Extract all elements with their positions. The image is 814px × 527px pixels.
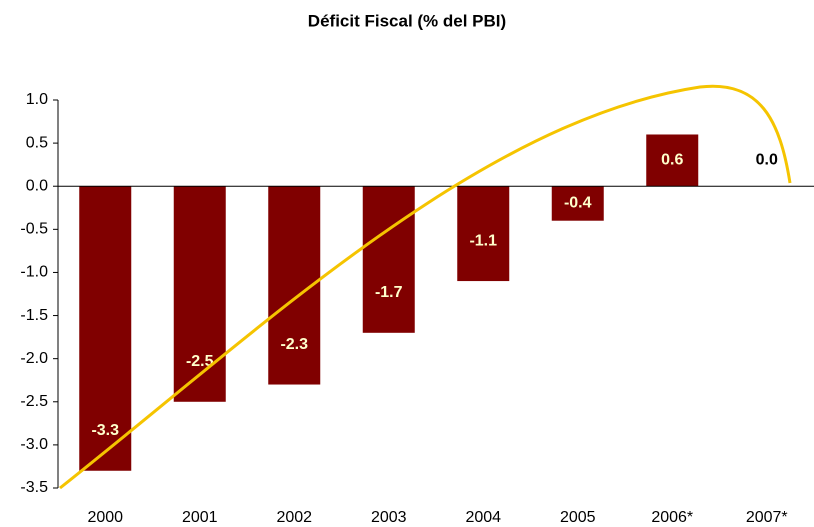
x-tick-label: 2002 bbox=[276, 509, 312, 526]
value-label: 0.0 bbox=[756, 151, 778, 168]
bar bbox=[551, 186, 604, 221]
y-tick-label: -3.0 bbox=[20, 436, 48, 453]
value-label: -2.5 bbox=[186, 353, 214, 370]
bar bbox=[173, 186, 226, 402]
bar bbox=[362, 186, 415, 333]
bar bbox=[646, 134, 699, 187]
x-tick-label: 2005 bbox=[560, 509, 596, 526]
value-label: 0.6 bbox=[661, 152, 683, 169]
chart-title: Déficit Fiscal (% del PBI) bbox=[308, 11, 506, 30]
x-tick-label: 2006* bbox=[651, 509, 693, 526]
value-label: -1.7 bbox=[375, 284, 403, 301]
y-tick-label: -1.5 bbox=[20, 307, 48, 324]
value-label: -2.3 bbox=[280, 336, 308, 353]
y-tick-label: -0.5 bbox=[20, 221, 48, 238]
y-tick-label: 0.0 bbox=[26, 177, 48, 194]
value-label: -3.3 bbox=[91, 422, 119, 439]
value-label: -0.4 bbox=[564, 195, 592, 212]
y-tick-label: 0.5 bbox=[26, 134, 48, 151]
x-tick-label: 2001 bbox=[182, 509, 218, 526]
x-tick-label: 2007* bbox=[746, 509, 788, 526]
y-tick-label: -2.0 bbox=[20, 350, 48, 367]
y-tick-label: 1.0 bbox=[26, 91, 48, 108]
value-label: -1.1 bbox=[469, 232, 497, 249]
x-tick-label: 2004 bbox=[465, 509, 501, 526]
bar bbox=[79, 186, 132, 471]
trend-curve bbox=[59, 84, 792, 490]
y-tick-label: -2.5 bbox=[20, 393, 48, 410]
bar bbox=[457, 186, 510, 282]
x-tick-label: 2003 bbox=[371, 509, 407, 526]
y-tick-label: -1.0 bbox=[20, 264, 48, 281]
y-tick-label: -3.5 bbox=[20, 479, 48, 496]
x-tick-label: 2000 bbox=[87, 509, 123, 526]
